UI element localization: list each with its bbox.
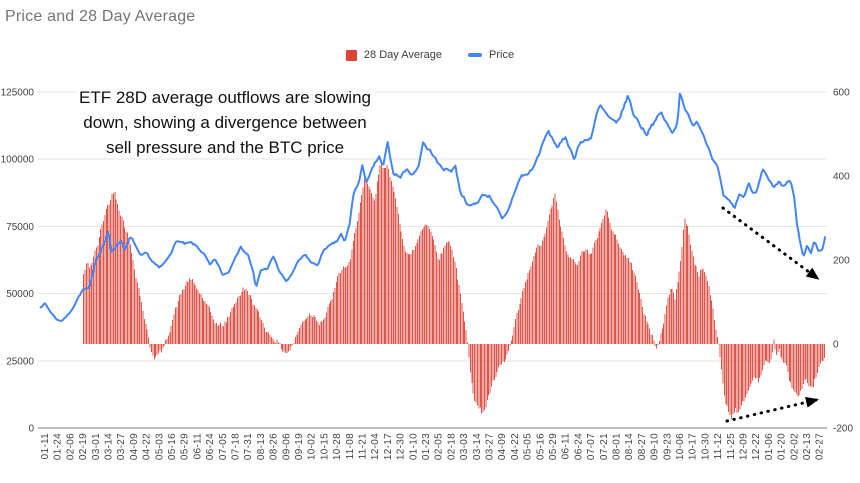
x-axis-tick-label: 03-14 [104, 433, 115, 460]
x-axis-tick-label: 07-21 [599, 433, 610, 460]
x-axis-tick-label: 05-29 [548, 433, 559, 460]
x-axis-tick-label: 12-09 [739, 433, 750, 460]
x-axis-tick-label: 05-05 [523, 433, 534, 460]
x-axis-tick-label: 12-17 [383, 433, 394, 460]
x-axis-tick-label: 11-12 [713, 433, 724, 459]
x-axis-tick-label: 07-05 [218, 433, 229, 460]
right-axis-tick-label: 200 [833, 256, 850, 267]
right-axis-tick-label: 600 [833, 88, 850, 99]
annotation-line-2: down, showing a divergence between [38, 110, 412, 135]
x-axis-tick-label: 08-14 [624, 433, 635, 460]
x-axis-tick-label: 10-15 [319, 433, 330, 460]
x-axis-tick-label: 01-11 [40, 433, 51, 459]
x-axis-tick-label: 01-20 [777, 433, 788, 460]
price-downtrend-arrow [721, 206, 820, 280]
annotation-line-1: ETF 28D average outflows are slowing [38, 85, 412, 110]
x-axis-tick-label: 10-06 [675, 433, 686, 460]
legend-label-28-day-average: 28 Day Average [363, 49, 442, 61]
x-axis-tick-label: 02-19 [78, 433, 89, 460]
x-axis-tick-label: 05-03 [154, 433, 165, 460]
left-axis-tick-label: 125000 [1, 88, 35, 99]
legend-item-price: Price [468, 49, 514, 61]
left-axis-tick-labels: 125000 100000 75000 50000 25000 0 [1, 88, 35, 435]
x-axis-tick-label: 06-11 [192, 433, 203, 459]
line-series-price [39, 92, 827, 322]
annotation-text: ETF 28D average outflows are slowing dow… [38, 85, 412, 160]
x-axis-tick-label: 10-17 [688, 433, 699, 460]
x-axis-tick-label: 03-14 [472, 433, 483, 460]
x-axis-tick-label: 01-23 [421, 433, 432, 460]
x-axis-tick-label: 08-27 [637, 433, 648, 460]
x-axis-tick-label: 02-06 [65, 433, 76, 460]
x-axis-tick-label: 05-29 [180, 433, 191, 460]
right-axis-tick-labels: 600 400 200 0 -200 [833, 88, 853, 435]
x-axis-tick-label: 09-23 [662, 433, 673, 460]
x-axis-tick-label: 02-05 [434, 433, 445, 460]
x-axis-tick-label: 12-04 [370, 433, 381, 460]
x-axis-tick-label: 09-06 [281, 433, 292, 460]
right-axis-tick-label: -200 [833, 424, 853, 435]
x-axis-tick-label: 02-18 [446, 433, 457, 460]
x-axis-tick-labels: 01-11 01-24 02-06 02-19 03-01 03-14 03-27 04-09… [40, 433, 826, 460]
x-axis-tick-label: 12-30 [396, 433, 407, 460]
x-axis-tick-label: 09-10 [650, 433, 661, 460]
left-axis-tick-label: 75000 [6, 222, 34, 233]
legend-item-28-day-average: 28 Day Average [345, 49, 442, 61]
legend-label-price: Price [489, 49, 515, 61]
x-axis-tick-label: 01-24 [53, 433, 64, 460]
x-axis-tick-label: 03-27 [116, 433, 127, 460]
x-axis-tick-label: 03-27 [485, 433, 496, 460]
x-axis-tick-label: 08-13 [256, 433, 267, 460]
x-axis-tick-label: 06-11 [561, 433, 572, 459]
x-axis-tick-label: 11-21 [358, 433, 369, 459]
x-axis-tick-label: 01-10 [408, 433, 419, 460]
x-axis-tick-label: 09-19 [294, 433, 305, 460]
legend-line-swatch-icon [468, 53, 482, 57]
x-axis-tick-label: 11-08 [345, 433, 356, 459]
x-axis-tick-label: 11-25 [726, 433, 737, 459]
x-axis-tick-label: 04-22 [510, 433, 521, 460]
x-axis-tick-label: 07-07 [586, 433, 597, 460]
x-axis-tick-label: 04-09 [129, 433, 140, 460]
x-axis-tick-label: 08-26 [269, 433, 280, 460]
legend-square-swatch-icon [345, 49, 357, 61]
x-axis-tick-label: 07-31 [243, 433, 254, 460]
chart-title: Price and 28 Day Average [5, 8, 196, 25]
x-axis-tick-label: 10-02 [307, 433, 318, 460]
annotation-line-3: sell pressure and the BTC price [38, 135, 412, 160]
x-axis-tick-label: 02-27 [815, 433, 826, 460]
trend-arrows [721, 206, 820, 423]
outflows-slowing-arrow [725, 396, 819, 423]
bar-series-28-day-average [83, 162, 826, 420]
right-axis-tick-label: 0 [833, 340, 839, 351]
left-axis-tick-label: 100000 [1, 155, 35, 166]
x-axis-tick-label: 06-24 [573, 433, 584, 460]
x-axis-tick-label: 03-03 [459, 433, 470, 460]
right-axis-tick-label: 400 [833, 172, 850, 183]
x-axis-tick-label: 01-06 [764, 433, 775, 460]
x-axis-tick-label: 12-22 [751, 433, 762, 460]
left-axis-tick-label: 0 [28, 424, 34, 435]
x-axis-tick-label: 04-09 [497, 433, 508, 460]
left-axis-tick-label: 25000 [6, 356, 34, 367]
x-axis-tick-label: 04-22 [142, 433, 153, 460]
x-axis-tick-label: 05-16 [167, 433, 178, 460]
chart-legend: 28 Day Average Price [0, 49, 860, 61]
x-axis-tick-label: 08-01 [612, 433, 623, 460]
left-axis-tick-label: 50000 [6, 289, 34, 300]
x-axis-tick-label: 10-30 [700, 433, 711, 460]
x-axis-tick-label: 05-16 [535, 433, 546, 460]
x-axis-tick-label: 02-13 [802, 433, 813, 460]
x-axis-tick-label: 06-24 [205, 433, 216, 460]
x-axis-tick-label: 03-01 [91, 433, 102, 460]
x-axis-tick-label: 02-02 [789, 433, 800, 460]
x-axis-tick-label: 10-28 [332, 433, 343, 460]
x-axis-tick-label: 07-18 [231, 433, 242, 460]
